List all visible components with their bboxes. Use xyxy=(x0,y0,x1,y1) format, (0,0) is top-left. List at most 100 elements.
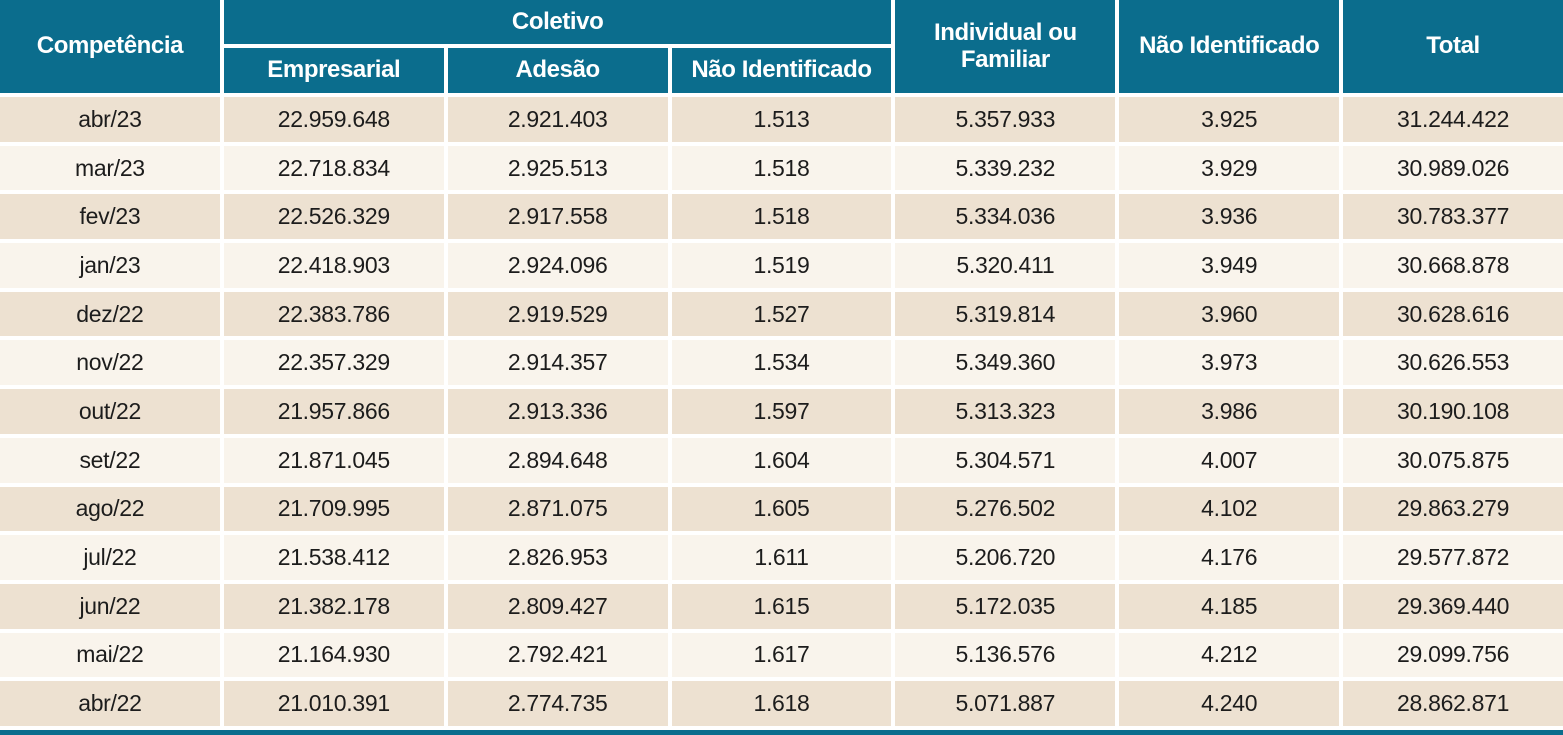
table-cell: 21.382.178 xyxy=(223,583,444,629)
table-cell: 5.319.814 xyxy=(895,291,1116,337)
table-cell: 1.604 xyxy=(671,437,892,483)
table-cell: 30.075.875 xyxy=(1343,437,1563,483)
table-cell: 22.959.648 xyxy=(223,97,444,142)
table-cell: 21.538.412 xyxy=(223,535,444,580)
table-cell: 5.206.720 xyxy=(895,535,1116,580)
table-cell: 2.871.075 xyxy=(447,486,668,532)
table-cell: 1.519 xyxy=(671,243,892,288)
table-cell: 30.626.553 xyxy=(1343,340,1563,386)
table-cell: 3.936 xyxy=(1119,194,1340,240)
table-cell: 30.783.377 xyxy=(1343,194,1563,240)
table-cell: 29.577.872 xyxy=(1343,535,1563,580)
table-cell: 1.615 xyxy=(671,583,892,629)
table-cell: 2.894.648 xyxy=(447,437,668,483)
row-label-cell: set/22 xyxy=(0,437,220,483)
table-cell: 1.605 xyxy=(671,486,892,532)
table-cell: 3.949 xyxy=(1119,243,1340,288)
table-cell: 31.244.422 xyxy=(1343,97,1563,142)
table-cell: 4.102 xyxy=(1119,486,1340,532)
table-cell: 21.871.045 xyxy=(223,437,444,483)
table-cell: 21.010.391 xyxy=(223,681,444,726)
table-cell: 5.172.035 xyxy=(895,583,1116,629)
table-cell: 1.611 xyxy=(671,535,892,580)
table-cell: 1.534 xyxy=(671,340,892,386)
table-cell: 22.526.329 xyxy=(223,194,444,240)
row-label-cell: out/22 xyxy=(0,389,220,434)
table-cell: 21.709.995 xyxy=(223,486,444,532)
column-header-individual-ou-familiar: Individual ou Familiar xyxy=(895,0,1116,93)
row-label-cell: dez/22 xyxy=(0,291,220,337)
table-cell: 3.929 xyxy=(1119,145,1340,191)
table-bottom-accent-bar xyxy=(0,730,1563,735)
table-cell: 21.957.866 xyxy=(223,389,444,434)
table-cell: 22.718.834 xyxy=(223,145,444,191)
table-cell: 4.240 xyxy=(1119,681,1340,726)
table-cell: 2.917.558 xyxy=(447,194,668,240)
table-cell: 29.369.440 xyxy=(1343,583,1563,629)
table-cell: 5.320.411 xyxy=(895,243,1116,288)
table-cell: 5.334.036 xyxy=(895,194,1116,240)
table-cell: 2.921.403 xyxy=(447,97,668,142)
column-subheader-nao-identificado: Não Identificado xyxy=(671,48,892,93)
row-label-cell: fev/23 xyxy=(0,194,220,240)
table-cell: 2.826.953 xyxy=(447,535,668,580)
table-cell: 4.007 xyxy=(1119,437,1340,483)
table-cell: 5.357.933 xyxy=(895,97,1116,142)
table-cell: 30.190.108 xyxy=(1343,389,1563,434)
table-cell: 22.418.903 xyxy=(223,243,444,288)
row-label-cell: jul/22 xyxy=(0,535,220,580)
table-cell: 30.628.616 xyxy=(1343,291,1563,337)
table-cell: 2.914.357 xyxy=(447,340,668,386)
table-cell: 1.513 xyxy=(671,97,892,142)
row-label-cell: abr/22 xyxy=(0,681,220,726)
column-subheader-adesao: Adesão xyxy=(447,48,668,93)
table-cell: 22.357.329 xyxy=(223,340,444,386)
column-subheader-empresarial: Empresarial xyxy=(223,48,444,93)
table-cell: 2.925.513 xyxy=(447,145,668,191)
table-cell: 5.304.571 xyxy=(895,437,1116,483)
table-cell: 29.099.756 xyxy=(1343,632,1563,678)
table-cell: 1.617 xyxy=(671,632,892,678)
table-cell: 1.518 xyxy=(671,145,892,191)
column-header-competencia: Competência xyxy=(0,0,220,93)
table-cell: 2.792.421 xyxy=(447,632,668,678)
table-cell: 21.164.930 xyxy=(223,632,444,678)
row-label-cell: abr/23 xyxy=(0,97,220,142)
table-cell: 29.863.279 xyxy=(1343,486,1563,532)
column-group-header-coletivo: Coletivo xyxy=(223,0,892,44)
row-label-cell: mar/23 xyxy=(0,145,220,191)
table-cell: 5.071.887 xyxy=(895,681,1116,726)
row-label-cell: nov/22 xyxy=(0,340,220,386)
table-cell: 3.986 xyxy=(1119,389,1340,434)
table-cell: 5.313.323 xyxy=(895,389,1116,434)
table-cell: 22.383.786 xyxy=(223,291,444,337)
table-cell: 5.276.502 xyxy=(895,486,1116,532)
table-cell: 2.919.529 xyxy=(447,291,668,337)
table-cell: 30.989.026 xyxy=(1343,145,1563,191)
table-cell: 4.185 xyxy=(1119,583,1340,629)
table-cell: 4.176 xyxy=(1119,535,1340,580)
column-header-nao-identificado: Não Identificado xyxy=(1119,0,1340,93)
table-cell: 28.862.871 xyxy=(1343,681,1563,726)
table-cell: 5.339.232 xyxy=(895,145,1116,191)
row-label-cell: mai/22 xyxy=(0,632,220,678)
table-cell: 1.518 xyxy=(671,194,892,240)
table-cell: 1.597 xyxy=(671,389,892,434)
table-cell: 5.136.576 xyxy=(895,632,1116,678)
table-cell: 3.960 xyxy=(1119,291,1340,337)
table-cell: 30.668.878 xyxy=(1343,243,1563,288)
row-label-cell: jun/22 xyxy=(0,583,220,629)
column-header-total: Total xyxy=(1343,0,1563,93)
table-cell: 5.349.360 xyxy=(895,340,1116,386)
row-label-cell: ago/22 xyxy=(0,486,220,532)
table-cell: 3.925 xyxy=(1119,97,1340,142)
table-cell: 1.527 xyxy=(671,291,892,337)
table-cell: 2.774.735 xyxy=(447,681,668,726)
table-cell: 4.212 xyxy=(1119,632,1340,678)
table-cell: 2.809.427 xyxy=(447,583,668,629)
table-cell: 3.973 xyxy=(1119,340,1340,386)
row-label-cell: jan/23 xyxy=(0,243,220,288)
table-cell: 2.913.336 xyxy=(447,389,668,434)
